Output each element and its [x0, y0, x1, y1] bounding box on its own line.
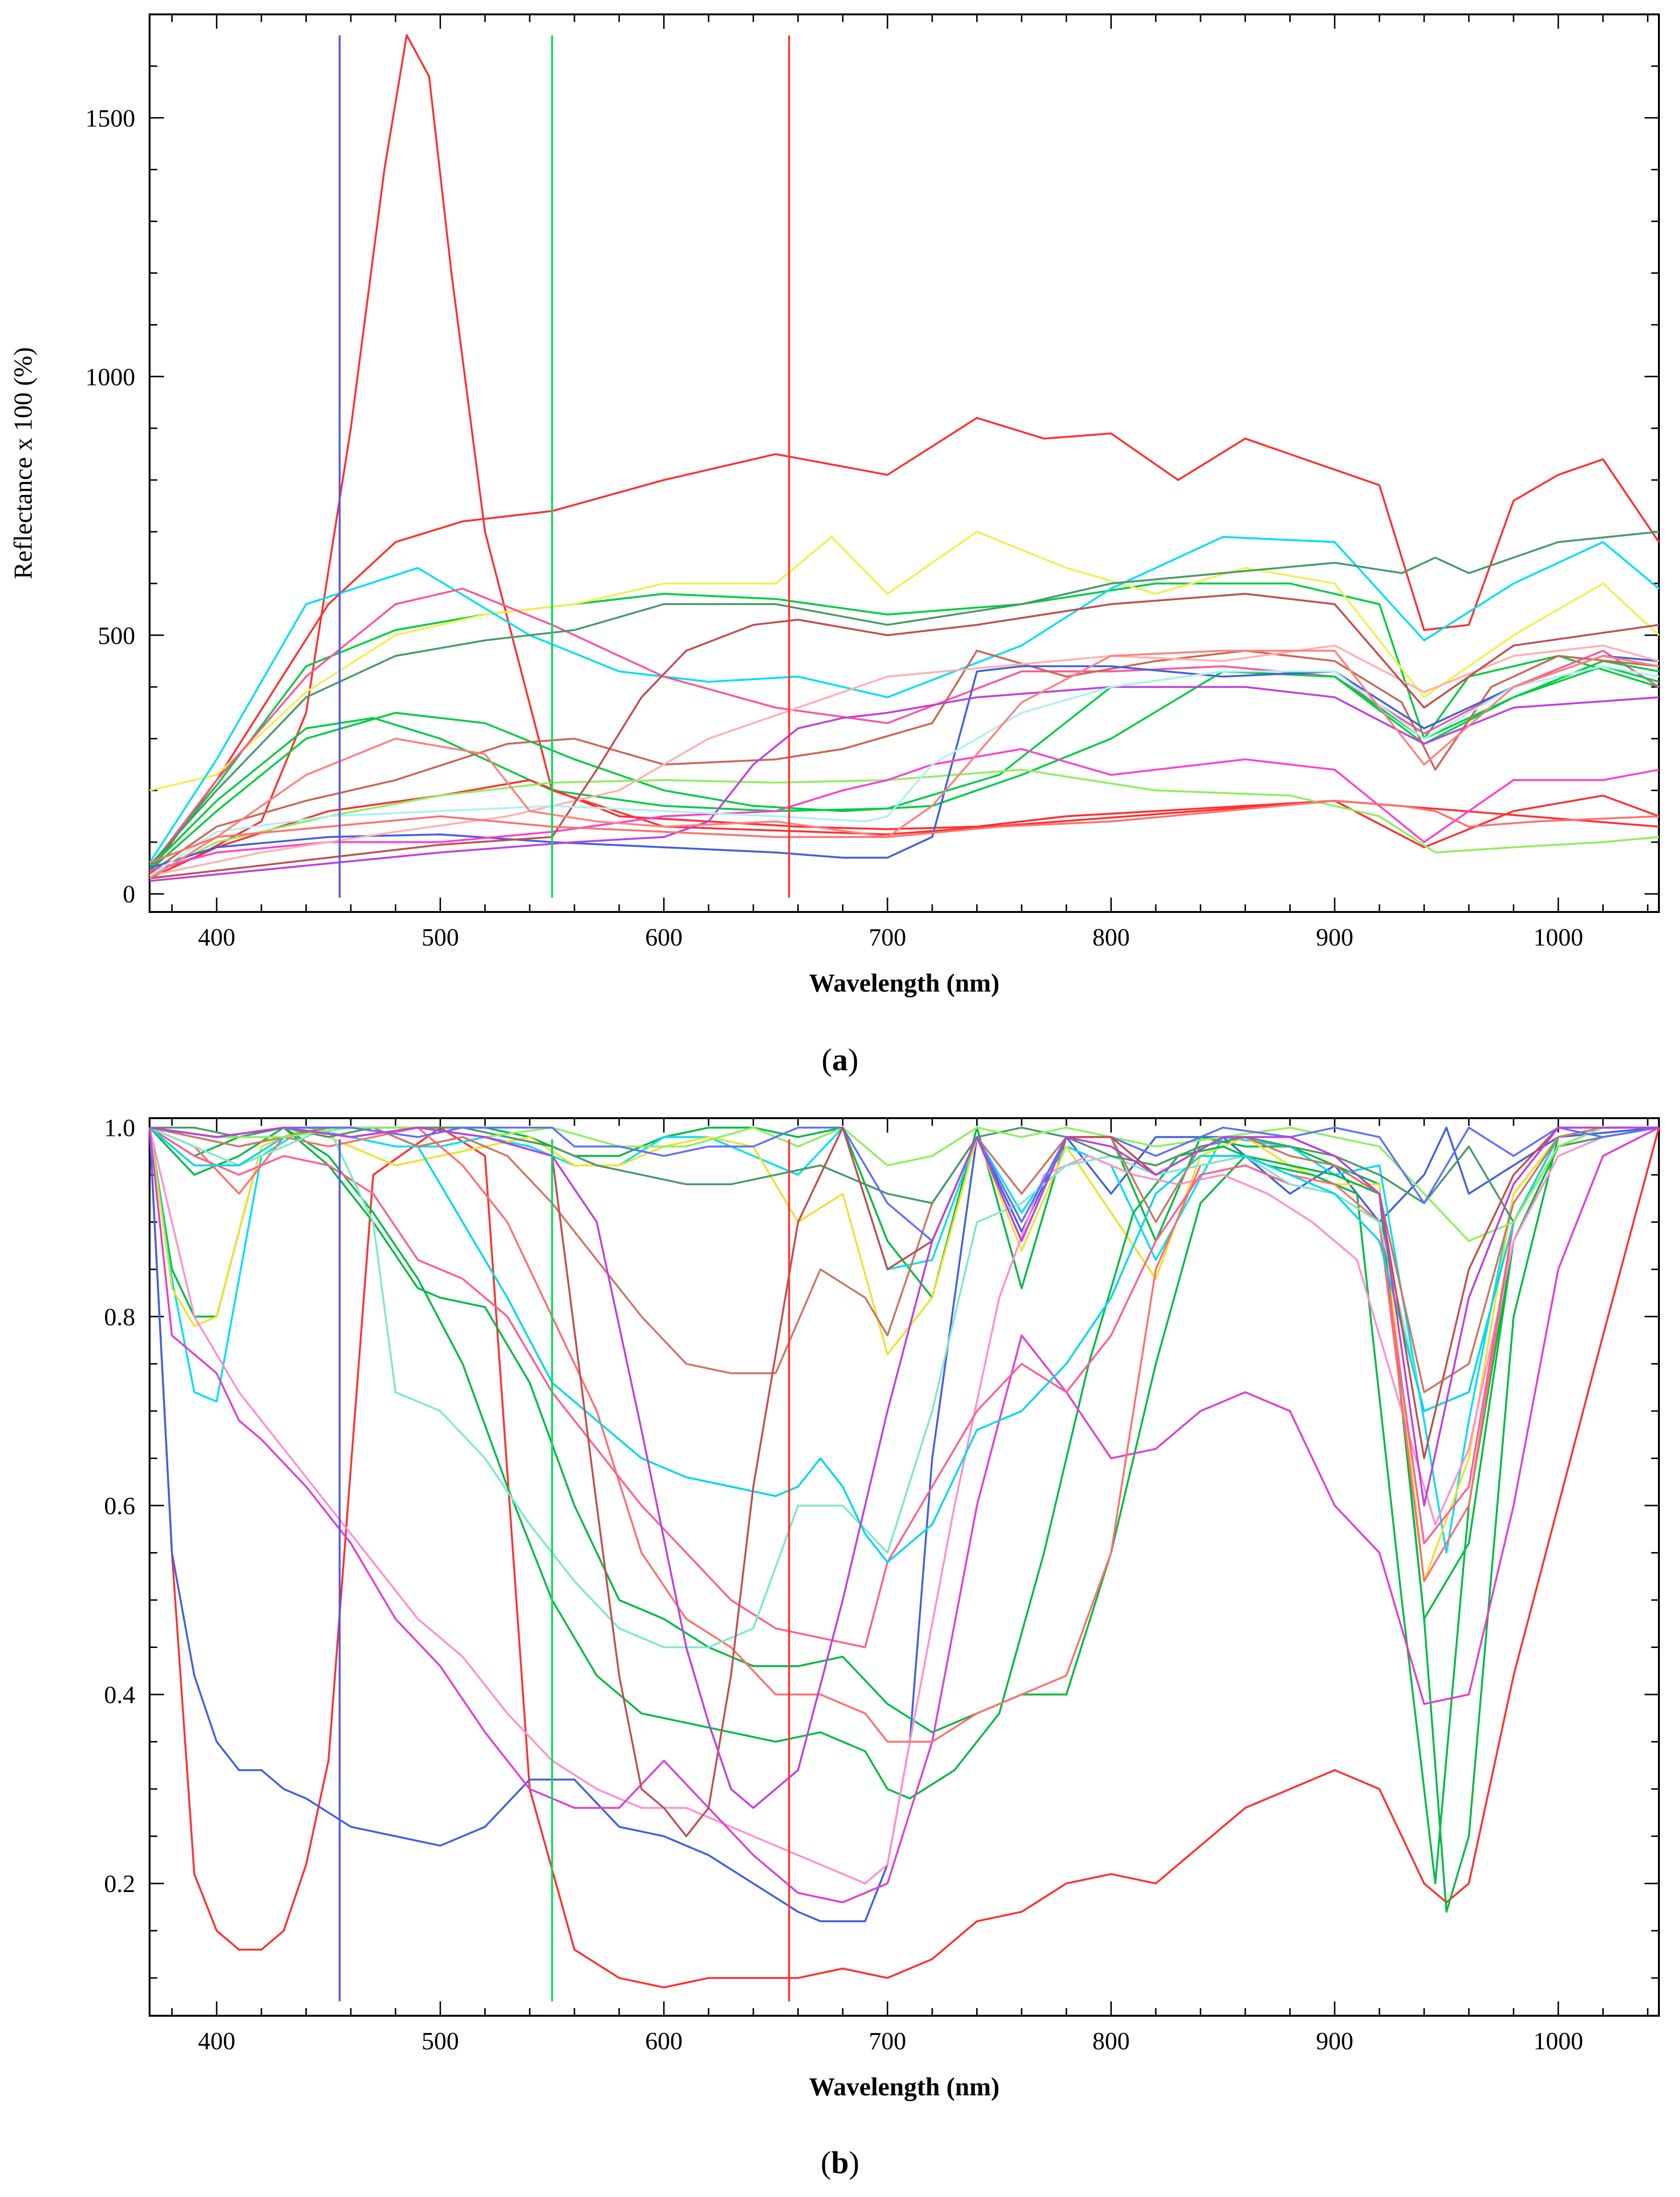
series-line-s13 [149, 654, 1659, 869]
y-tick-label: 1.0 [104, 1115, 135, 1142]
series-line-s15 [149, 644, 1659, 877]
series-line-b10 [149, 1126, 1659, 1743]
series-line-s7 [149, 531, 1659, 866]
series-line-s6 [149, 587, 1660, 869]
panel-b-plot-frame [149, 1117, 1660, 2017]
panel-b-chart: 400 500 600 700 800 900 1000 0.2 0.4 0.6 0.8 1.0 Wa… [104, 1115, 1660, 2180]
panel-a-caption: (a) [822, 1042, 859, 1077]
panel-a-tick-labels: 400 500 600 700 800 900 1000 0 500 1000 1500 [85, 105, 1583, 951]
x-tick-label: 800 [1092, 2028, 1130, 2055]
x-tick-label: 700 [869, 924, 906, 951]
x-tick-label: 900 [1316, 924, 1353, 951]
series-line-s17 [149, 686, 1659, 882]
series-line-b9 [149, 1126, 1659, 1904]
series-line-b14 [149, 1126, 1659, 1393]
panel-b-caption: (b) [821, 2145, 860, 2180]
series-line-b8 [149, 1126, 1659, 1885]
panel-b-x-axis-title: Wavelength (nm) [809, 2072, 1000, 2101]
y-tick-label: 0.6 [104, 1493, 135, 1520]
panel-a-x-axis-title: Wavelength (nm) [809, 969, 1000, 997]
panel-b-reference-lines [338, 1139, 790, 2001]
x-tick-label: 800 [1092, 924, 1130, 951]
y-tick-label: 1000 [85, 363, 135, 391]
series-line-s16 [149, 593, 1659, 879]
x-tick-label: 400 [198, 2028, 235, 2055]
panel-a-series [149, 34, 1660, 882]
panel-a-ticks [150, 13, 1659, 912]
series-line-s4 [149, 531, 1660, 792]
series-line-s20 [149, 800, 1659, 864]
x-tick-label: 600 [645, 924, 683, 951]
series-line-s9 [149, 665, 1659, 869]
x-tick-label: 1000 [1533, 924, 1583, 951]
panel-b-series [149, 1126, 1660, 1988]
x-tick-label: 700 [869, 2028, 906, 2055]
panel-a-caption-letter: a [832, 1042, 848, 1077]
series-line-s18 [149, 665, 1659, 877]
x-tick-label: 900 [1316, 2028, 1353, 2055]
panel-a-y-axis-title: Reflectance x 100 (%) [9, 347, 37, 579]
x-tick-label: 1000 [1533, 2028, 1583, 2055]
series-line-b2 [149, 1126, 1659, 1922]
series-line-s12 [149, 769, 1659, 877]
series-line-s14 [149, 748, 1659, 872]
series-line-b19 [149, 1126, 1659, 1809]
y-tick-label: 0.4 [104, 1682, 135, 1709]
series-line-s3 [149, 582, 1659, 869]
panel-a-chart: 400 500 600 700 800 900 1000 0 500 1000 1500 Wavel… [9, 13, 1660, 1077]
x-tick-label: 600 [645, 2028, 683, 2055]
y-tick-label: 0 [123, 881, 135, 908]
x-tick-label: 400 [198, 924, 235, 951]
series-line-b1 [149, 1126, 1660, 1988]
y-tick-label: 1500 [85, 105, 135, 132]
series-line-s1 [149, 417, 1660, 874]
panel-b-caption-letter: b [831, 2145, 849, 2180]
panel-b-tick-labels: 400 500 600 700 800 900 1000 0.2 0.4 0.6 0.8 1.0 [104, 1115, 1583, 2055]
y-tick-label: 500 [98, 622, 135, 650]
series-line-s5 [149, 536, 1660, 864]
y-tick-label: 0.8 [104, 1304, 135, 1331]
panel-a-reference-lines [338, 35, 790, 898]
series-line-b17 [149, 1126, 1659, 1242]
x-tick-label: 500 [421, 924, 459, 951]
y-tick-label: 0.2 [104, 1870, 135, 1898]
series-line-s2 [149, 34, 1659, 874]
x-tick-label: 500 [421, 2028, 459, 2055]
